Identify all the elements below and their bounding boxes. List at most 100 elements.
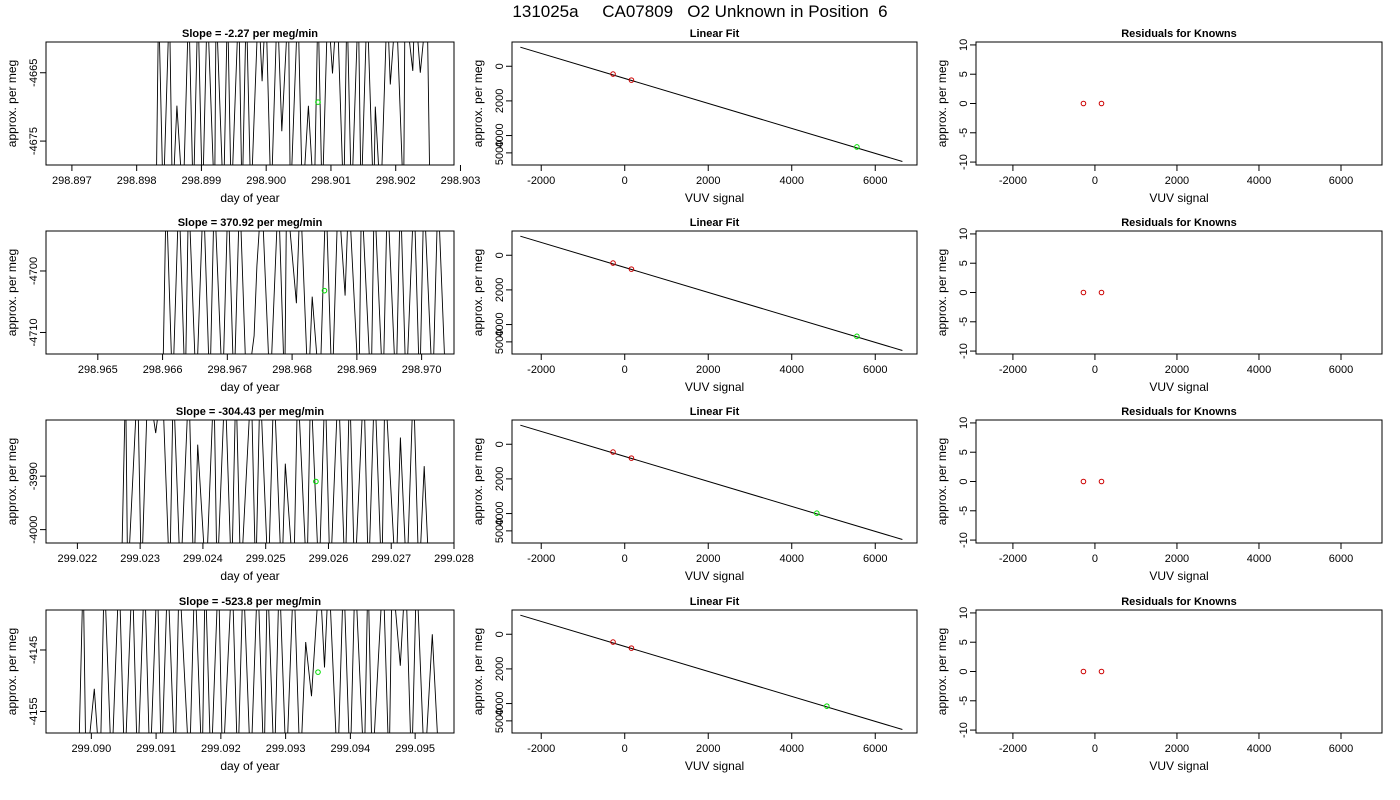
x-tick-label: 299.091 xyxy=(136,743,176,755)
x-axis-label: VUV signal xyxy=(1149,569,1208,583)
chart-panel-linear-fit-2: Linear Fit-2000 0 2000 4000 6000020004000500… xyxy=(471,406,918,583)
y-axis-label: approx. per meg xyxy=(471,249,485,336)
plot-frame xyxy=(45,230,455,355)
x-tick-label: 299.024 xyxy=(183,553,223,565)
x-tick-label: 0 xyxy=(1092,743,1098,755)
unknown-point xyxy=(854,333,860,340)
x-tick-label: 299.095 xyxy=(395,743,435,755)
known-point xyxy=(610,449,616,455)
plot-area xyxy=(1080,100,1105,107)
x-tick-label: 299.028 xyxy=(434,553,474,565)
unknown-point xyxy=(824,703,830,709)
x-tick-label: 0 xyxy=(1092,364,1098,376)
x-tick-label: 298.897 xyxy=(52,175,92,187)
y-tick-label: -10 xyxy=(958,722,970,738)
known-point xyxy=(628,77,635,83)
plot-frame xyxy=(975,419,1383,544)
y-tick-label: 0 xyxy=(494,252,506,258)
residual-point xyxy=(1080,100,1087,107)
x-axis-label: VUV signal xyxy=(1149,759,1208,773)
x-tick-label: -2000 xyxy=(999,364,1027,376)
y-tick-label: 5000 xyxy=(494,330,506,354)
residual-point xyxy=(1080,668,1087,675)
plot-area xyxy=(1080,478,1105,485)
x-tick-label: -2000 xyxy=(999,175,1027,187)
x-tick-label: -2000 xyxy=(527,364,555,376)
chart-panel-residuals-3: Residuals for Knowns -2000 0 2000 4000 6000 10… xyxy=(935,596,1383,773)
known-point xyxy=(628,645,635,651)
x-tick-label: 4000 xyxy=(780,364,804,376)
x-tick-label: 0 xyxy=(622,364,628,376)
plot-frame xyxy=(511,419,918,544)
y-tick-label: 5000 xyxy=(494,519,506,543)
x-tick-label: 6000 xyxy=(1329,175,1353,187)
y-axis-label: approx. per meg xyxy=(5,249,19,336)
chart-panel-residuals-2: Residuals for Knowns -2000 0 2000 4000 6000 10… xyxy=(935,406,1383,583)
plot-area xyxy=(156,42,430,165)
y-tick-label: 5 xyxy=(958,71,970,77)
x-tick-label: -2000 xyxy=(999,743,1027,755)
chart-title: Linear Fit xyxy=(690,217,740,229)
x-tick-label: 0 xyxy=(622,743,628,755)
x-tick-label: 298.968 xyxy=(272,364,312,376)
x-axis-label: day of year xyxy=(220,759,279,773)
x-tick-label: 4000 xyxy=(1247,743,1271,755)
y-tick-label: -5 xyxy=(958,128,970,138)
x-tick-label: 0 xyxy=(622,553,628,565)
x-tick-label: 0 xyxy=(1092,175,1098,187)
data-trace xyxy=(156,42,430,165)
known-point xyxy=(610,71,616,77)
residual-point xyxy=(1098,100,1105,107)
plot-frame xyxy=(511,41,918,166)
y-tick-label: 5 xyxy=(958,260,970,266)
y-tick-label: -10 xyxy=(958,154,970,170)
y-tick-label: 4000 xyxy=(494,691,506,715)
plot-area xyxy=(162,231,445,354)
y-tick-label: 0 xyxy=(958,289,970,295)
y-tick-label: -10 xyxy=(958,532,970,548)
x-tick-label: 299.023 xyxy=(120,553,160,565)
y-tick-label: 5 xyxy=(958,449,970,455)
known-point xyxy=(610,260,616,266)
x-tick-label: 6000 xyxy=(1329,553,1353,565)
x-tick-label: 2000 xyxy=(696,553,720,565)
x-tick-label: 298.965 xyxy=(78,364,118,376)
x-tick-label: 2000 xyxy=(1165,553,1189,565)
chart-panel-time-series-2: Slope = -304.43 per meg/min 299.022 299.02… xyxy=(5,406,474,583)
y-axis-label: approx. per meg xyxy=(5,438,19,525)
y-tick-label: 2000 xyxy=(494,278,506,302)
y-axis-label: approx. per meg xyxy=(935,438,949,525)
y-tick-label: 5 xyxy=(958,639,970,645)
x-tick-label: 298.967 xyxy=(207,364,247,376)
plot-area xyxy=(520,424,903,541)
plot-area xyxy=(1080,668,1105,675)
plot-frame xyxy=(511,609,918,734)
y-tick-label: 2000 xyxy=(494,467,506,491)
y-axis-label: approx. per meg xyxy=(935,249,949,336)
x-tick-label: 299.026 xyxy=(309,553,349,565)
residual-point xyxy=(1098,668,1105,675)
y-tick-label: 0 xyxy=(494,441,506,447)
y-tick-label: -4155 xyxy=(28,697,40,725)
x-tick-label: 299.025 xyxy=(246,553,286,565)
x-tick-label: 2000 xyxy=(1165,743,1189,755)
x-tick-label: 0 xyxy=(1092,553,1098,565)
unknown-point xyxy=(313,478,319,485)
y-tick-label: 4000 xyxy=(494,501,506,525)
plot-area xyxy=(520,614,903,731)
y-tick-label: 10 xyxy=(958,228,970,240)
y-tick-label: -5 xyxy=(958,696,970,706)
chart-panel-residuals-1: Residuals for Knowns -2000 0 2000 4000 6000 10… xyxy=(935,217,1383,394)
page-title: 131025a CA07809 O2 Unknown in Position 6 xyxy=(512,2,888,21)
x-axis-label: VUV signal xyxy=(685,759,744,773)
x-tick-label: 4000 xyxy=(1247,364,1271,376)
x-tick-label: 2000 xyxy=(696,364,720,376)
plot-area xyxy=(78,610,438,733)
chart-title: Slope = -2.27 per meg/min xyxy=(182,28,318,40)
plot-area xyxy=(520,235,903,352)
x-tick-label: 298.966 xyxy=(143,364,183,376)
x-tick-label: 4000 xyxy=(780,175,804,187)
chart-panel-time-series-1: Slope = 370.92 per meg/min 298.965 298.966… xyxy=(5,217,455,394)
plot-frame xyxy=(45,419,455,544)
y-axis-label: approx. per meg xyxy=(471,438,485,525)
